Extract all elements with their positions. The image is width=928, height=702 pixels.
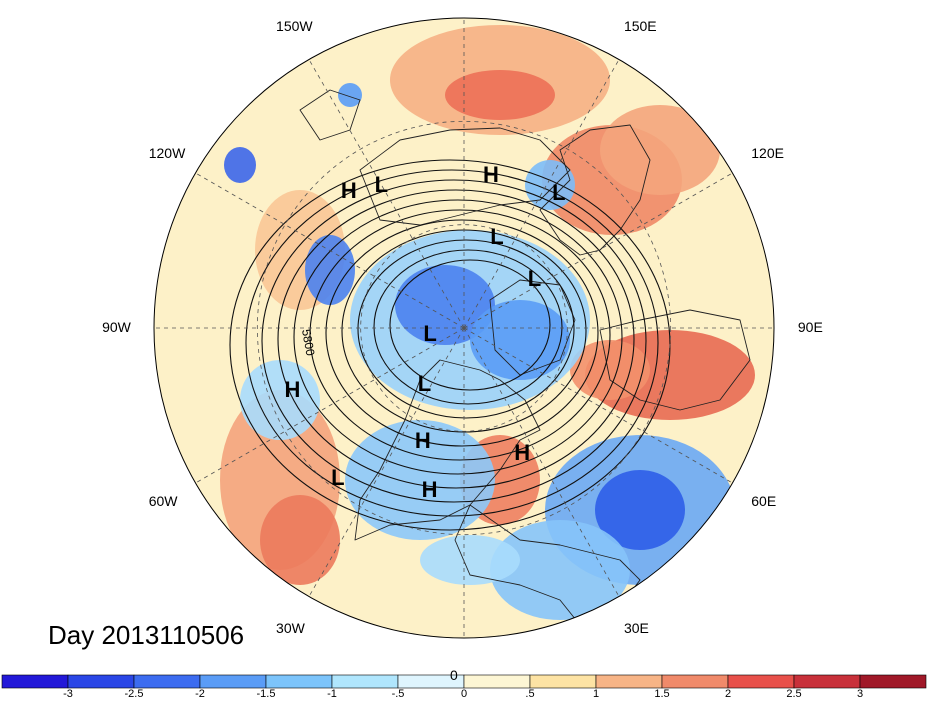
- colorbar-tick-label: 3: [856, 688, 864, 700]
- height-contour: [389, 259, 551, 391]
- longitude-label: 60E: [751, 492, 777, 509]
- longitude-label: 30W: [276, 620, 305, 637]
- longitude-label: 120W: [148, 145, 186, 162]
- meridian-line: [195, 327, 465, 484]
- low-pressure-label: L: [490, 224, 504, 250]
- colorbar-tick-label: .5: [525, 688, 535, 700]
- height-contour: [309, 209, 611, 461]
- contour-label: 5800: [299, 328, 317, 357]
- colorbar-swatch: [265, 674, 333, 689]
- high-pressure-label: H: [482, 162, 499, 188]
- high-pressure-label: H: [421, 476, 438, 502]
- meridian-line: [308, 59, 465, 329]
- height-contour: [373, 249, 563, 405]
- height-contour: [261, 179, 647, 503]
- height-contour: [277, 189, 635, 489]
- anomaly-region: [595, 470, 685, 550]
- anomaly-region: [224, 147, 256, 183]
- colorbar-tick-label: 0: [460, 688, 468, 700]
- latitude-circle: [256, 120, 672, 536]
- colorbar-tick-label: 1: [592, 688, 600, 700]
- height-contour: [357, 239, 575, 419]
- colorbar-swatch: [463, 674, 531, 689]
- anomaly-region: [470, 300, 570, 380]
- anomaly-region: [600, 105, 720, 195]
- colorbar-swatch: [331, 674, 399, 689]
- meridian-line: [463, 172, 733, 329]
- colorbar-tick-label: 2.5: [786, 688, 802, 700]
- height-contour: [293, 199, 623, 475]
- longitude-label: 90E: [797, 319, 823, 335]
- meridian-line: [463, 59, 620, 329]
- anomaly-region: [240, 360, 320, 440]
- latitude-circle: [360, 224, 568, 432]
- anomaly-region: [445, 70, 555, 120]
- anomaly-region: [345, 420, 495, 540]
- colorbar-tick-label: -1: [327, 688, 337, 700]
- high-pressure-label: H: [414, 428, 431, 454]
- colorbar-swatch: [859, 674, 927, 689]
- longitude-label: 0: [450, 666, 458, 683]
- map-title: Day 2013110506: [48, 620, 245, 650]
- anomaly-region: [338, 83, 362, 107]
- meridian-line: [463, 327, 620, 597]
- high-pressure-label: H: [284, 377, 301, 403]
- longitude-label: 30E: [623, 620, 649, 637]
- height-contour: [325, 219, 599, 447]
- colorbar-swatch: [529, 674, 597, 689]
- anomaly-region: [305, 235, 355, 305]
- height-contour: [245, 169, 659, 517]
- colorbar-tick-label: 1.5: [654, 688, 670, 700]
- low-pressure-label: L: [417, 371, 432, 397]
- meridian-line: [195, 172, 465, 329]
- longitude-label: 90W: [102, 319, 131, 335]
- low-pressure-label: L: [331, 465, 345, 491]
- colorbar-tick-label: 2: [724, 688, 732, 700]
- colorbar-tick-label: -2.5: [124, 688, 144, 700]
- high-pressure-label: H: [514, 439, 531, 465]
- anomaly-region: [395, 265, 495, 345]
- colorbar-tick-label: -1.5: [256, 688, 276, 700]
- map-boundary: [153, 17, 775, 639]
- geopotential-height-contours: [229, 159, 671, 531]
- lat-lon-gridlines: [154, 18, 774, 638]
- longitude-label: 60W: [148, 492, 178, 509]
- low-pressure-label: L: [552, 179, 566, 205]
- longitude-label: 150W: [276, 17, 313, 34]
- anomaly-region: [570, 340, 650, 400]
- colorbar-swatch: [67, 674, 135, 689]
- colorbar-swatch: [793, 674, 861, 689]
- low-pressure-label: L: [527, 265, 542, 291]
- longitude-label: 150E: [623, 17, 657, 34]
- meridian-line: [463, 327, 733, 484]
- colorbar: [1, 674, 927, 689]
- colorbar-tick-label: -.5: [391, 688, 405, 700]
- colorbar-tick-label: -3: [63, 688, 73, 700]
- colorbar-swatch: [133, 674, 201, 689]
- anomaly-region: [420, 535, 520, 585]
- colorbar-swatch: [199, 674, 267, 689]
- colorbar-swatch: [727, 674, 795, 689]
- longitude-label: 120E: [751, 145, 784, 162]
- high-pressure-label: H: [340, 177, 357, 203]
- colorbar-swatch: [595, 674, 663, 689]
- low-pressure-label: L: [374, 171, 389, 197]
- meridian-line: [308, 327, 465, 597]
- anomaly-region: [260, 495, 340, 585]
- colorbar-swatch: [661, 674, 729, 689]
- colorbar-swatch: [1, 674, 69, 689]
- low-pressure-label: L: [423, 320, 437, 346]
- anomaly-region: [490, 520, 630, 620]
- colorbar-tick-label: -2: [195, 688, 205, 700]
